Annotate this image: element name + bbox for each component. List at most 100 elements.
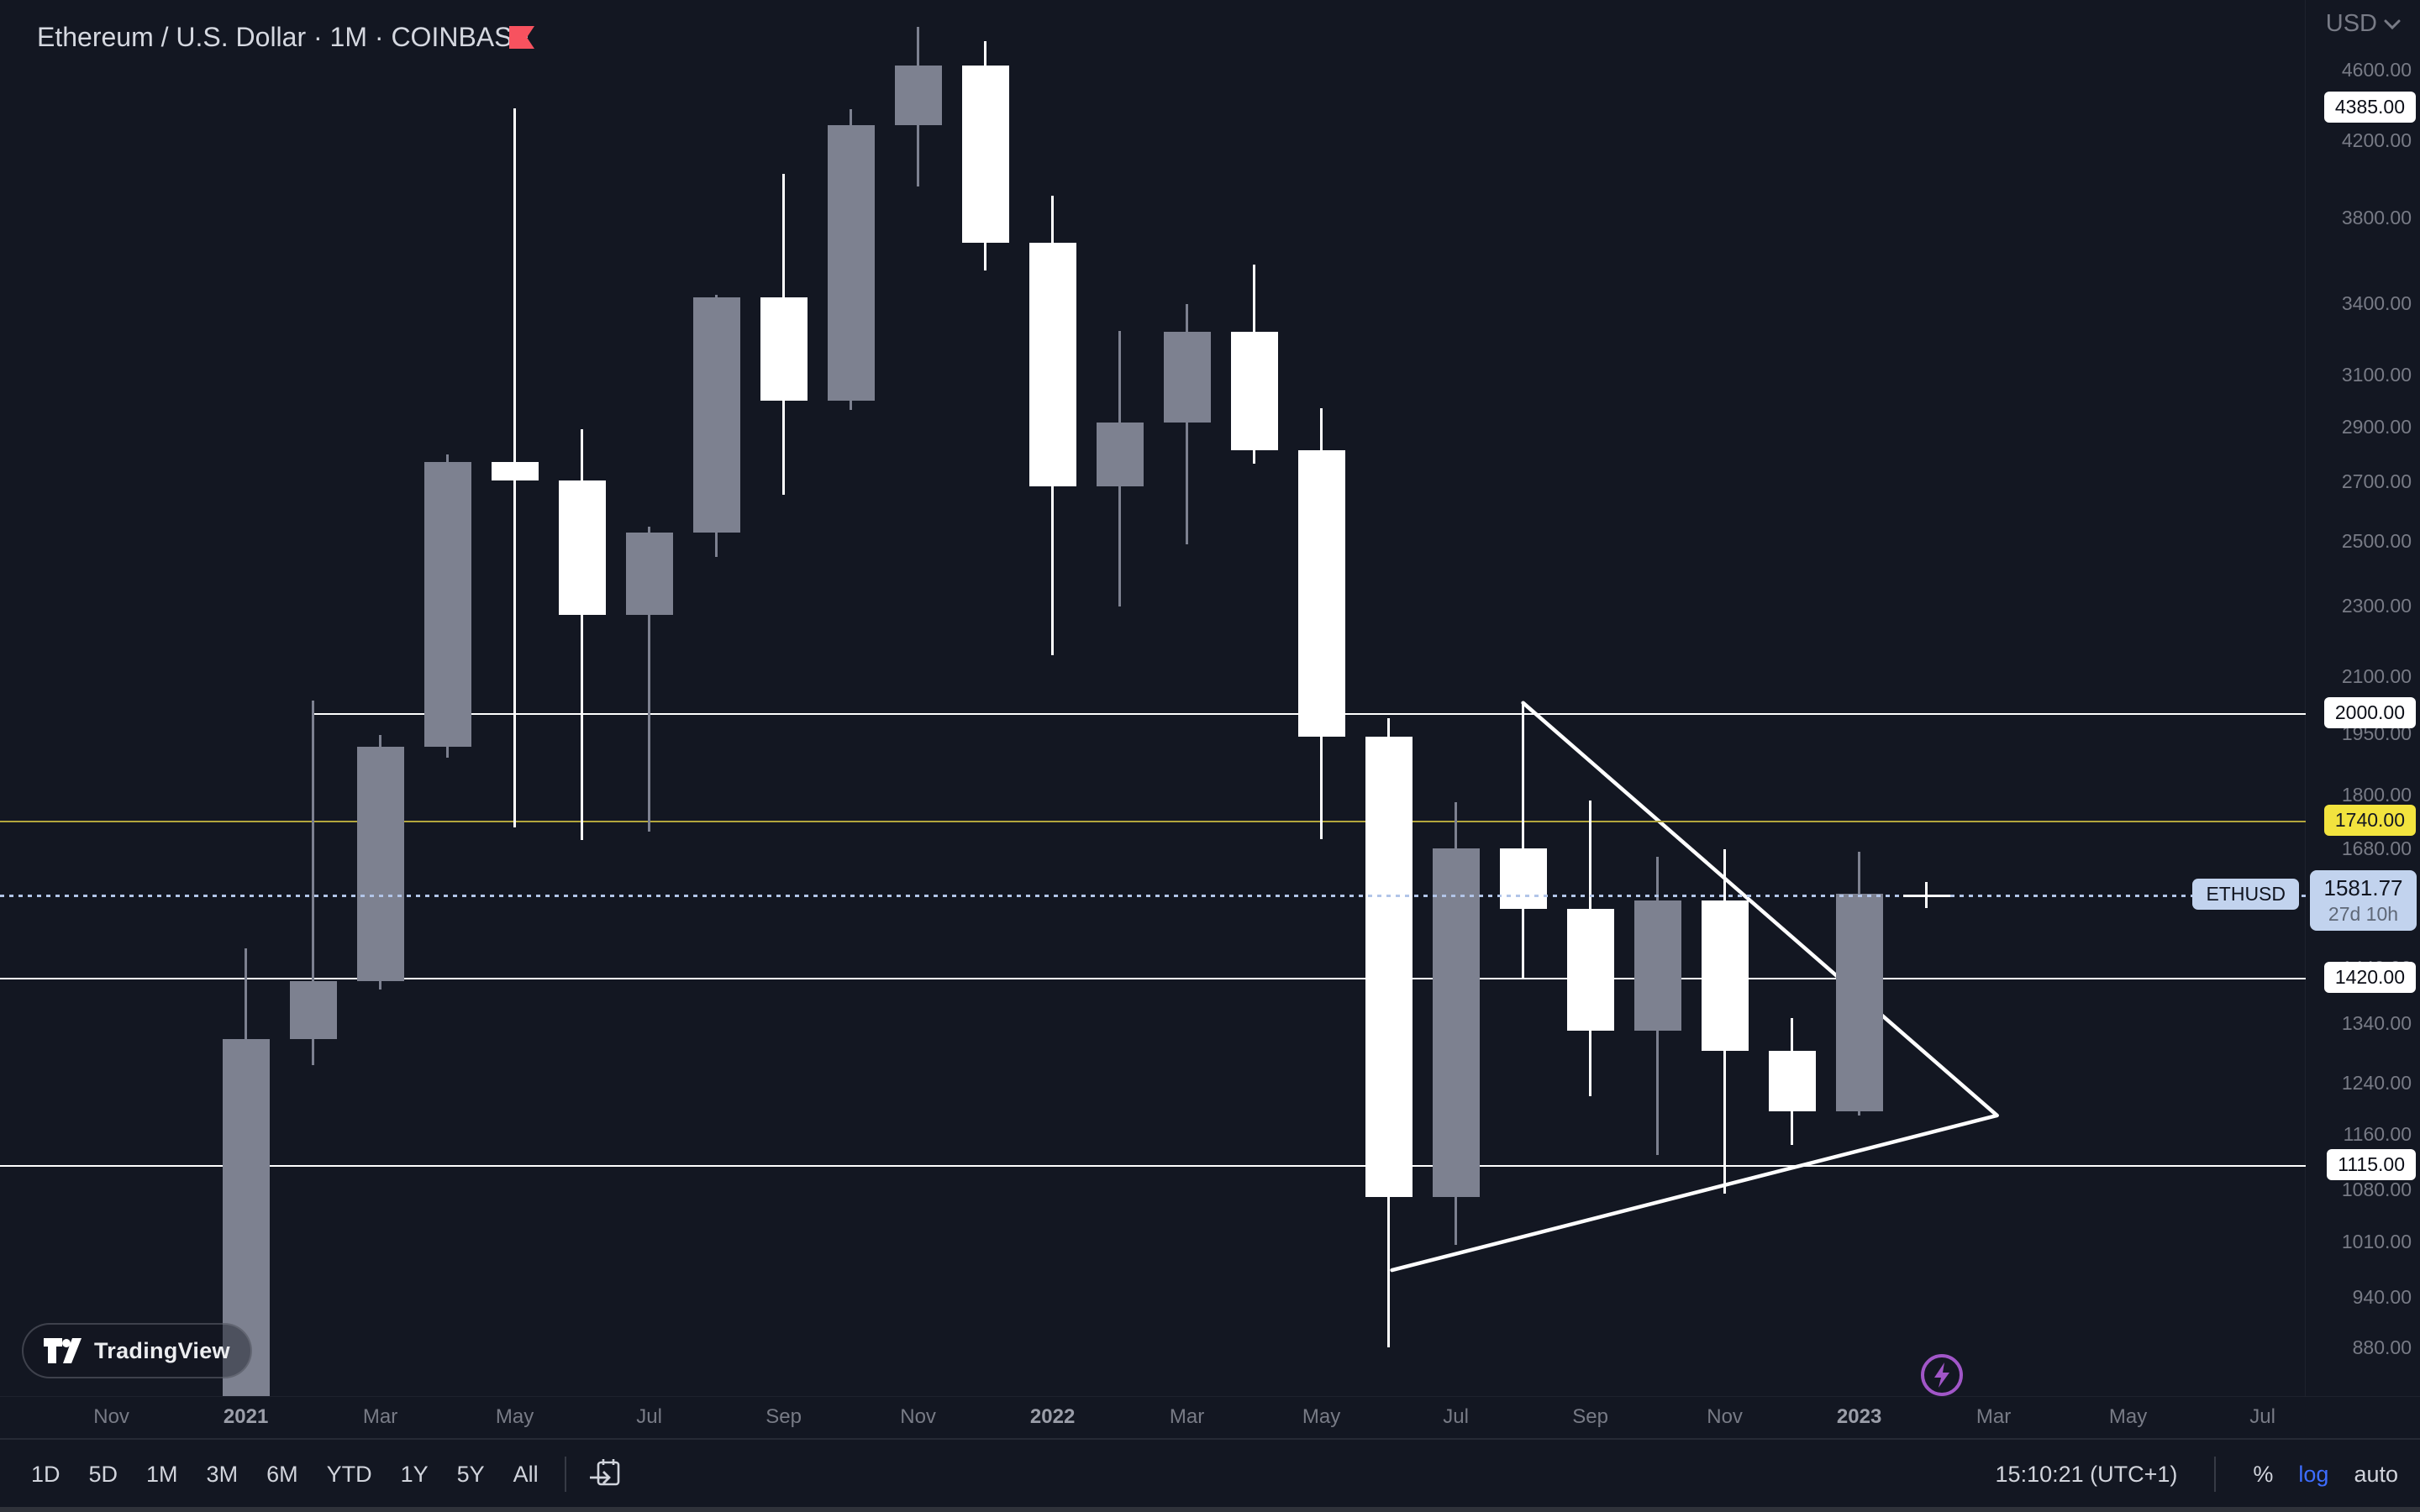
chart-plot[interactable] [0, 0, 2306, 1396]
range-button-5D[interactable]: 5D [88, 1461, 118, 1487]
price-label-1115.00: 1115.00 [2327, 1148, 2416, 1180]
candle-body [961, 66, 1009, 243]
level-line-1420.00 [0, 978, 2306, 980]
toolbar-divider [564, 1457, 566, 1492]
candle-body [1902, 894, 1950, 897]
price-tick-1240.00: 1240.00 [2341, 1072, 2412, 1095]
candle-body [1701, 900, 1749, 1051]
bar-countdown: 27d 10h [2328, 903, 2399, 926]
candle-body [894, 66, 942, 126]
time-tick-Jul: Jul [2249, 1405, 2275, 1428]
price-axis[interactable]: 1581.77 27d 10h 4600.00 4200.00 3800.00 340… [2305, 0, 2420, 1396]
tradingview-logo-icon [44, 1338, 82, 1363]
price-tick-3400.00: 3400.00 [2341, 292, 2412, 315]
price-tick-1010.00: 1010.00 [2341, 1230, 2412, 1252]
candle-body [1297, 450, 1345, 738]
time-axis[interactable]: Nov 2021 Mar May Jul Sep Nov 2022 Mar May Jul Sep No… [0, 1396, 2420, 1439]
price-label-2000.00: 2000.00 [2323, 697, 2416, 729]
price-tick-4600.00: 4600.00 [2341, 59, 2412, 81]
range-button-All[interactable]: All [513, 1461, 539, 1487]
price-tick-1680.00: 1680.00 [2341, 837, 2412, 859]
candle-body [760, 297, 808, 402]
time-tick-Nov: Nov [900, 1405, 936, 1428]
candle-body [1028, 242, 1076, 486]
time-tick-May: May [495, 1405, 534, 1428]
range-buttons: 1D 5D 1M 3M 6M YTD 1Y 5Y All [0, 1455, 553, 1494]
price-label-1420.00: 1420.00 [2323, 962, 2416, 994]
time-tick-Jul: Jul [636, 1405, 662, 1428]
candle-body [289, 980, 337, 1039]
range-button-1M[interactable]: 1M [146, 1461, 178, 1487]
price-tick-2300.00: 2300.00 [2341, 594, 2412, 617]
price-tick-2500.00: 2500.00 [2341, 530, 2412, 553]
price-label-1740.00: 1740.00 [2323, 805, 2416, 837]
time-tick-Nov: Nov [1707, 1405, 1743, 1428]
candle-body [1163, 331, 1211, 423]
calendar-goto-icon[interactable] [587, 1456, 623, 1493]
candle-body [692, 297, 740, 533]
candle-body [625, 533, 673, 616]
time-tick-Sep: Sep [765, 1405, 802, 1428]
time-tick-Mar: Mar [362, 1405, 398, 1428]
candle-body [1835, 893, 1883, 1112]
candle-body [1432, 848, 1480, 1197]
range-button-5Y[interactable]: 5Y [456, 1461, 485, 1487]
candle-body [424, 461, 471, 747]
current-price-value: 1581.77 [2323, 875, 2403, 901]
price-tick-4200.00: 4200.00 [2341, 129, 2412, 152]
percent-scale-button[interactable]: % [2253, 1461, 2274, 1487]
candle-body [1365, 737, 1413, 1197]
lightning-icon[interactable] [1919, 1352, 1965, 1398]
toolbar-right: 15:10:21 (UTC+1) % log auto [1996, 1457, 2420, 1492]
bottom-edge-strip [0, 1507, 2420, 1512]
level-line-4385.00 [515, 108, 2306, 110]
candle-wick [648, 527, 651, 832]
range-button-6M[interactable]: 6M [266, 1461, 298, 1487]
candle-body [1566, 909, 1614, 1031]
range-button-YTD[interactable]: YTD [326, 1461, 372, 1487]
time-tick-Mar: Mar [1169, 1405, 1205, 1428]
clock-timezone[interactable]: 15:10:21 (UTC+1) [1995, 1461, 2178, 1487]
candle-body [1768, 1050, 1816, 1112]
time-tick-May: May [1302, 1405, 1341, 1428]
price-tick-1080.00: 1080.00 [2341, 1179, 2412, 1201]
price-tick-1800.00: 1800.00 [2341, 784, 2412, 806]
watermark-label: TradingView [94, 1337, 230, 1363]
candle-body [1499, 848, 1547, 910]
range-button-1Y[interactable]: 1Y [400, 1461, 429, 1487]
candle-body [1634, 900, 1681, 1031]
tradingview-watermark[interactable]: TradingView [22, 1323, 252, 1378]
price-tick-2900.00: 2900.00 [2341, 415, 2412, 438]
log-scale-button[interactable]: log [2298, 1461, 2329, 1487]
symbol-price-tag: ETHUSD [2192, 879, 2299, 911]
candle-wick [1522, 702, 1525, 979]
price-tick-3800.00: 3800.00 [2341, 207, 2412, 229]
time-tick-Sep: Sep [1572, 1405, 1608, 1428]
range-button-3M[interactable]: 3M [206, 1461, 239, 1487]
time-tick-2021: 2021 [223, 1405, 269, 1428]
currency-label: USD [2325, 10, 2377, 37]
candle-body [827, 125, 875, 402]
candle-body [558, 480, 606, 616]
price-label-4385.00: 4385.00 [2323, 91, 2416, 123]
auto-scale-button[interactable]: auto [2354, 1461, 2398, 1487]
time-tick-Mar: Mar [1975, 1405, 2012, 1428]
candle-body [356, 746, 404, 981]
time-tick-Nov: Nov [93, 1405, 129, 1428]
toolbar-divider [2214, 1457, 2217, 1492]
triangle-drawing[interactable] [0, 0, 2306, 1396]
candle-body [1230, 331, 1278, 451]
time-tick-2022: 2022 [1029, 1405, 1076, 1428]
currency-selector[interactable]: USD [2326, 10, 2402, 38]
range-button-1D[interactable]: 1D [31, 1461, 60, 1487]
level-line-1115.00 [0, 1164, 2306, 1167]
time-tick-May: May [2108, 1405, 2148, 1428]
price-tick-1340.00: 1340.00 [2341, 1011, 2412, 1034]
price-tick-3100.00: 3100.00 [2341, 364, 2412, 386]
candle-wick [312, 701, 315, 1066]
price-tick-2100.00: 2100.00 [2341, 664, 2412, 687]
price-tick-2700.00: 2700.00 [2341, 470, 2412, 493]
symbol-title[interactable]: Ethereum / U.S. Dollar · 1M · COINBASE [37, 22, 530, 52]
current-price-line [0, 894, 2306, 897]
